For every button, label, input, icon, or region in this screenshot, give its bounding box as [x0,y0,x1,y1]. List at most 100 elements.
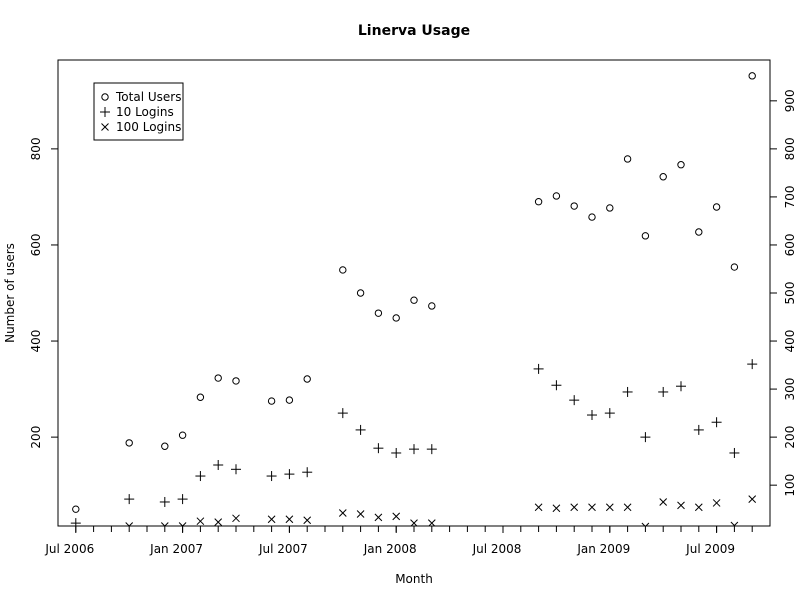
point-series-2 [160,522,169,526]
point-series-1 [640,432,651,443]
point-series-2-stroke [392,512,401,521]
point-series-2 [570,503,579,512]
point-series-1 [711,417,722,428]
point-series-1 [195,471,206,482]
point-series-0 [232,377,240,385]
point-series-0 [428,302,436,310]
point-series-1 [604,408,615,419]
point-series-0 [374,309,383,317]
point-series-0 [356,289,365,297]
point-series-1 [124,494,135,505]
point-series-2 [641,522,650,526]
point-series-1 [70,518,81,526]
point-series-2-stroke [196,517,205,526]
point-series-0 [72,505,80,513]
point-series-1 [231,464,241,475]
y-right-tick-label: 200 [783,426,797,449]
point-series-1 [373,443,384,454]
legend-marker-cross-icon-stroke [101,123,109,131]
point-series-2 [712,499,721,507]
point-series-1 [213,459,224,470]
legend-label-total-users: Total Users [115,90,181,104]
point-series-2 [694,503,703,512]
y-right-tick-label: 500 [783,282,797,305]
point-series-0 [695,228,703,236]
point-series-1 [569,395,580,406]
point-series-0 [730,263,739,271]
point-series-2 [730,521,739,526]
axes: Jul 2006 Jan 2007 Jul 2007 Jan 2008 Jul 2008… [29,89,797,556]
x-tick-label: Jul 2007 [258,542,308,556]
point-series-0 [285,396,294,404]
point-series-2 [410,519,418,526]
point-series-0 [552,192,561,200]
point-series-2 [748,495,757,503]
point-series-1 [551,380,562,391]
point-series-1 [409,444,419,455]
point-series-2-stroke [659,498,668,506]
points-group [70,72,758,526]
point-series-2-stroke [623,503,632,512]
point-series-2 [178,522,187,526]
point-series-2-stroke [645,522,650,526]
point-series-1 [676,381,686,392]
point-series-2 [196,517,205,526]
chart-title: Linerva Usage [358,23,470,39]
point-series-1 [159,496,170,507]
point-series-1 [284,469,295,480]
point-series-1 [747,359,758,370]
point-series-2 [623,503,632,512]
point-series-2-stroke [733,521,739,526]
point-series-1 [177,494,188,505]
point-series-1 [533,363,544,374]
point-series-0 [178,431,187,439]
point-series-0 [339,266,347,274]
point-series-2-stroke [125,522,130,526]
point-series-2 [338,509,347,517]
x-tick-label: Jan 2007 [149,542,203,556]
legend: Total Users 10 Logins 100 Logins [93,82,184,141]
y-left-tick-label: 400 [29,330,43,353]
point-series-2-stroke [181,522,187,526]
y-right-tick-label: 100 [783,474,797,497]
point-series-0 [196,393,205,401]
y-left-tick-label: 800 [29,137,43,160]
point-series-2-stroke [338,509,347,517]
point-series-2 [285,515,294,524]
point-series-0 [392,314,400,322]
point-series-2 [552,504,561,513]
point-series-2-stroke [605,503,614,512]
y-left-tick-label: 200 [29,426,43,449]
point-series-2-stroke [232,514,240,523]
legend-marker-circle-icon [101,93,109,101]
point-series-0 [303,375,311,383]
point-series-1 [622,386,633,397]
point-series-2 [392,512,401,521]
point-series-2-stroke [374,513,383,522]
point-series-0 [214,374,222,382]
point-series-2-stroke [588,503,596,512]
point-series-1 [391,447,402,458]
y-axis-label: Number of users [3,243,17,343]
point-series-2 [267,515,276,524]
point-series-1 [426,444,437,455]
point-series-1 [302,467,313,478]
y-right-tick-label: 600 [783,234,797,257]
legend-marker-plus-icon [100,107,110,117]
point-series-0 [410,296,418,304]
point-series-0 [588,213,596,221]
y-right-tick-label: 800 [783,137,797,160]
point-series-2-stroke [160,522,166,526]
point-series-2-stroke [570,503,579,512]
point-series-2 [588,503,596,512]
point-series-1 [729,447,740,458]
point-series-2-stroke [356,510,365,518]
point-series-0 [606,204,614,212]
x-axis-label: Month [395,572,433,586]
legend-marker-cross-icon [101,123,109,131]
point-series-2 [677,501,685,510]
point-series-2-stroke [677,501,685,510]
point-series-0 [641,232,650,240]
point-series-0 [748,72,756,80]
